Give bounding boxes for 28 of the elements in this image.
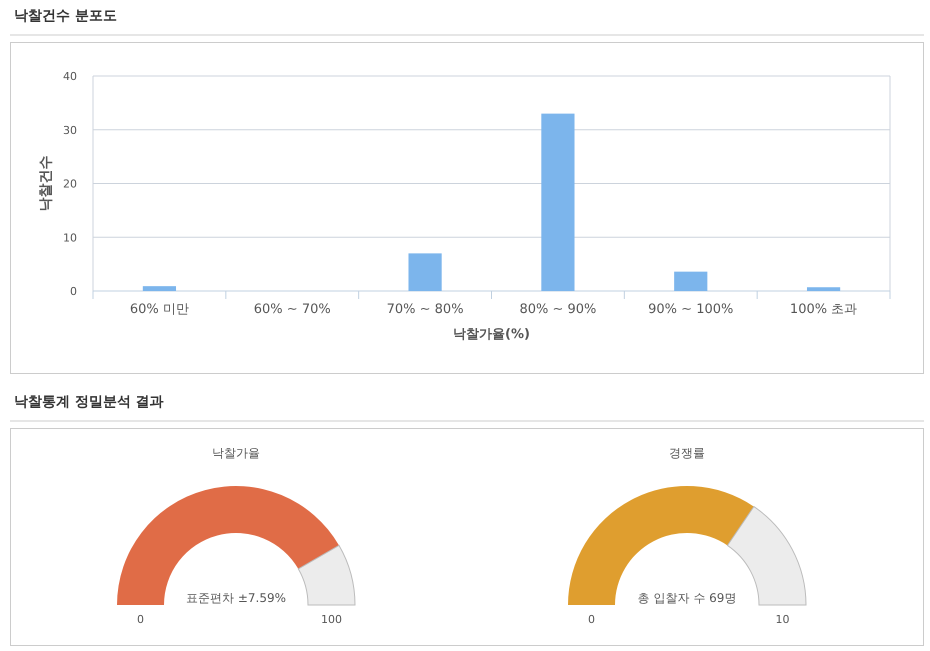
x-tick-label: 80% ~ 90% [519, 302, 596, 317]
x-axis-title: 낙찰가율(%) [453, 327, 530, 342]
text: 0 [588, 613, 595, 626]
bar [806, 287, 840, 291]
bar [674, 272, 708, 291]
y-tick-label: 0 [70, 285, 77, 298]
x-tick-label: 90% ~ 100% [648, 302, 734, 317]
x-tick-label: 100% 초과 [790, 302, 858, 317]
text: 10 [776, 613, 790, 626]
y-tick-label: 10 [63, 231, 77, 244]
x-tick-label: 60% 미만 [130, 302, 189, 317]
bar [541, 114, 575, 291]
y-axis-title: 낙찰건수 [38, 156, 54, 212]
x-tick-label: 70% ~ 80% [386, 302, 464, 317]
text: 100 [321, 613, 342, 626]
chart-title: 경쟁률 [669, 446, 705, 460]
text: 0 [137, 613, 144, 626]
y-tick-label: 20 [63, 178, 77, 190]
x-tick-label: 60% ~ 70% [254, 302, 331, 317]
chart-title: 낙찰건수 분포도 [14, 8, 117, 24]
bar [142, 286, 176, 291]
text: 표준편차 ±7.59% [186, 591, 286, 605]
bar [408, 253, 442, 291]
y-tick-label: 40 [63, 70, 77, 83]
chart-subtitle: 낙찰통계 정밀분석 결과 [14, 394, 164, 410]
text: 총 입찰자 수 69명 [638, 591, 736, 605]
y-tick-label: 30 [63, 124, 77, 137]
chart-title: 낙찰가율 [212, 446, 260, 460]
